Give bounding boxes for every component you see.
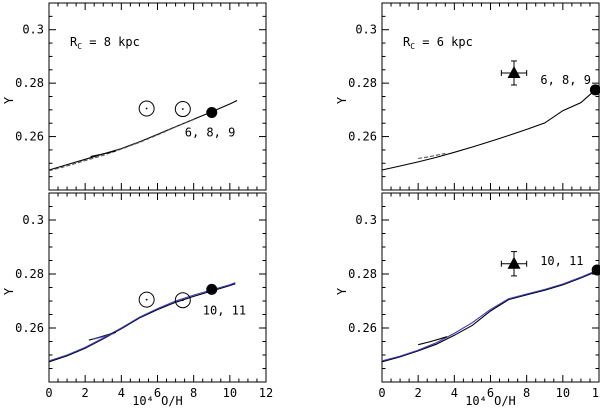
y-tick-label: 0.3 [355, 23, 377, 37]
annotation-symbol: R [403, 35, 411, 49]
y-axis-label: Y [335, 287, 349, 295]
marker-label: 6, 8, 9 [540, 73, 591, 87]
y-tick-label: 0.26 [15, 321, 44, 335]
x-tick-label: 8 [190, 386, 197, 400]
series-line-0 [381, 89, 596, 171]
y-tick-label: 0.3 [22, 23, 44, 37]
y-axis-label: Y [335, 96, 349, 104]
x-tick-label: 0 [378, 386, 385, 400]
panel-bottom-left: 0.26 0.28 0.3 0 2 4 6 8 10 12 10⁴ O/H Y 10, 11 [2, 192, 273, 408]
series-line-3 [92, 332, 115, 340]
filled-circle-marker [589, 84, 600, 96]
y-tick-label: 0.26 [15, 130, 44, 144]
open-circle-marker [138, 291, 155, 308]
y-tick-label: 0.28 [15, 76, 44, 90]
x-tick-label: 4 [118, 386, 125, 400]
open-circle-dot [181, 299, 184, 302]
y-tick-label: 0.26 [348, 130, 377, 144]
x-axis-label: 10⁴ O/H [465, 394, 516, 408]
series-line-1 [381, 269, 598, 362]
series-line-2 [90, 150, 117, 158]
annotation-value: = 6 kpc [415, 35, 473, 49]
marker-label: 10, 11 [203, 303, 246, 317]
y-tick-label: 0.3 [22, 213, 44, 227]
x-axis-label: 10⁴ O/H [132, 394, 183, 408]
filled-circle-marker [591, 264, 600, 276]
panel-annotation: RC = 6 kpc [403, 35, 473, 51]
x-tick-label: 12 [259, 386, 273, 400]
marker-label: 10, 11 [540, 254, 583, 268]
y-tick-label: 0.28 [15, 267, 44, 281]
plot-frame [381, 192, 600, 383]
x-tick-label: 0 [45, 386, 52, 400]
open-circle-dot [145, 107, 148, 110]
panel-top-left: 0.26 0.28 0.3 Y RC = 8 kpc 6, 8, 9 [2, 2, 267, 191]
series-line-1 [418, 152, 446, 160]
marker-label: 6, 8, 9 [185, 126, 236, 140]
x-tick-label: 10 [556, 386, 570, 400]
x-tick-label: 4 [451, 386, 458, 400]
y-axis-label: Y [2, 96, 16, 104]
annotation-symbol: R [70, 35, 78, 49]
open-circle-dot [181, 108, 184, 110]
y-axis-label: Y [2, 287, 16, 295]
series-line-0 [48, 283, 236, 363]
x-tick-label: 12 [592, 386, 600, 400]
annotation-subscript: C [77, 42, 82, 51]
open-circle-marker [174, 292, 191, 309]
triangle-marker [507, 256, 521, 269]
y-tick-label: 0.26 [348, 321, 377, 335]
panel-bottom-right: 0.26 0.28 0.3 0 2 4 6 8 10 12 10⁴ O/H Y 10, 11 [335, 192, 600, 408]
series-line-1 [48, 282, 236, 362]
y-tick-label: 0.3 [355, 213, 377, 227]
series-line-2 [418, 336, 448, 346]
plot-frame [381, 2, 600, 191]
x-tick-label: 8 [523, 386, 530, 400]
series-line-0 [381, 270, 598, 363]
y-tick-label: 0.28 [348, 267, 377, 281]
x-tick-label: 6 [487, 386, 494, 400]
panel-annotation: RC = 8 kpc [70, 35, 140, 51]
panel-top-right: 0.26 0.28 0.3 Y RC = 6 kpc 6, 8, 9 [335, 2, 600, 191]
triangle-marker [507, 65, 521, 78]
x-tick-label: 10 [223, 386, 237, 400]
annotation-subscript: C [410, 42, 415, 51]
open-circle-marker [138, 100, 155, 117]
series-line-1 [48, 118, 194, 172]
annotation-value: = 8 kpc [82, 35, 140, 49]
x-tick-label: 2 [415, 386, 422, 400]
y-tick-label: 0.28 [348, 76, 377, 90]
filled-circle-marker [206, 107, 218, 119]
x-tick-label: 2 [82, 386, 89, 400]
open-circle-dot [145, 298, 148, 301]
plot-frame [48, 192, 267, 383]
x-tick-label: 6 [154, 386, 161, 400]
filled-circle-marker [206, 283, 218, 295]
open-circle-marker [174, 101, 191, 118]
